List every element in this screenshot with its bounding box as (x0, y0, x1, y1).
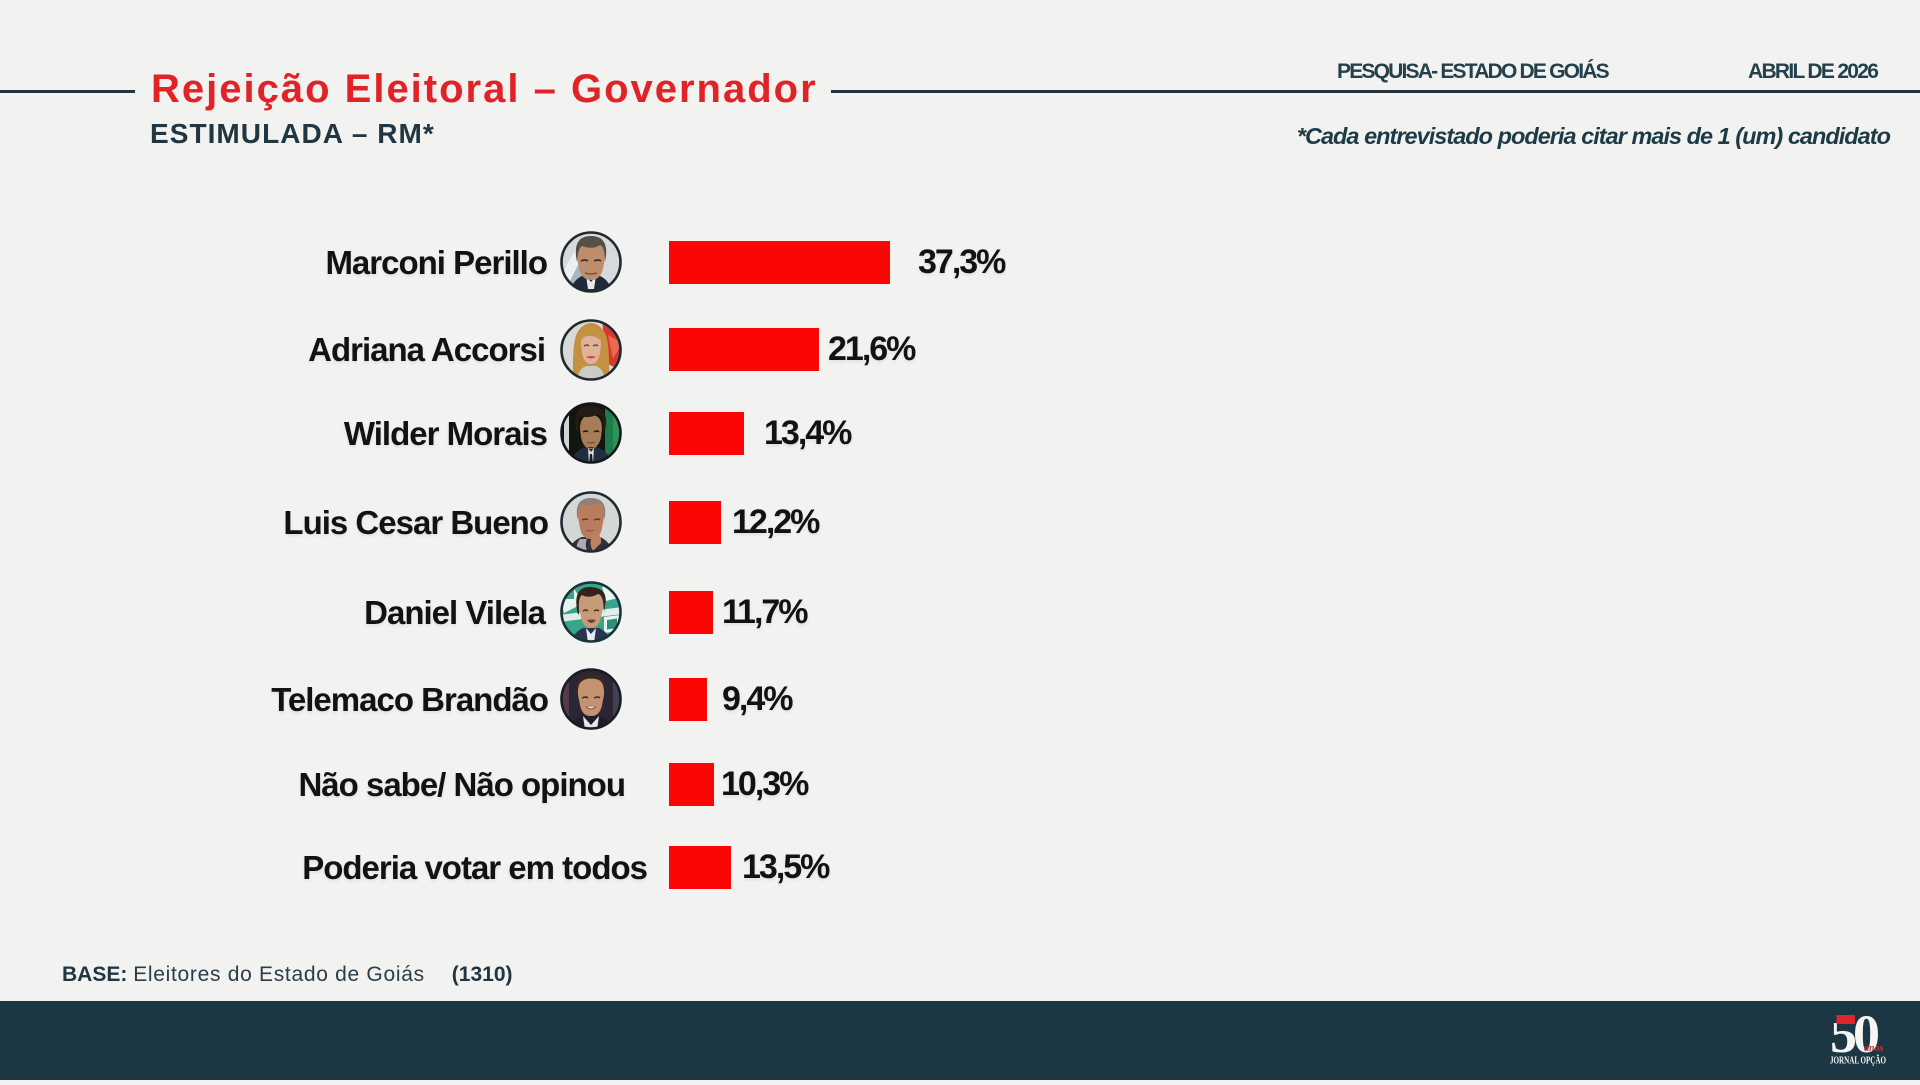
svg-text:50: 50 (1830, 1004, 1880, 1064)
svg-text:anos: anos (1864, 1043, 1884, 1054)
svg-text:JORNAL OPÇÃO: JORNAL OPÇÃO (1830, 1055, 1886, 1067)
